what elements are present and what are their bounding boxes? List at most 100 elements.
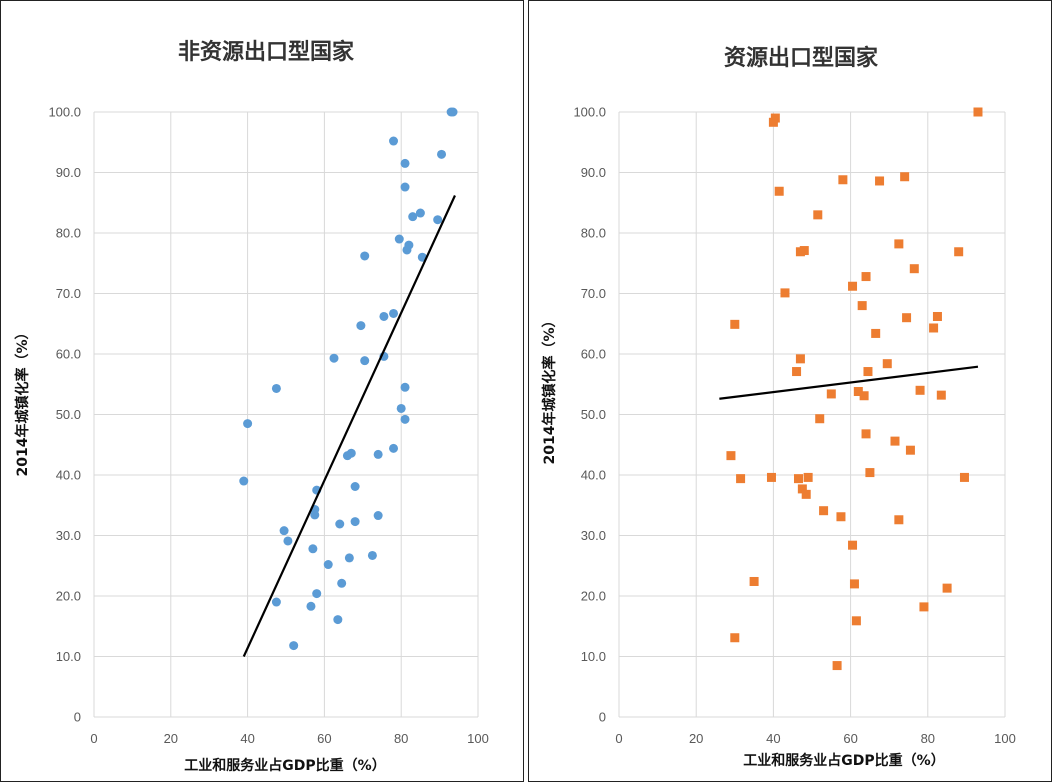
- data-point: [826, 389, 836, 399]
- data-point: [344, 553, 354, 563]
- data-point: [736, 474, 746, 484]
- y-tick-label: 90.0: [581, 165, 606, 180]
- data-point: [730, 319, 740, 329]
- data-point: [271, 597, 281, 607]
- x-tick-label: 80: [394, 731, 408, 746]
- y-tick-label: 100.0: [48, 105, 81, 120]
- data-point: [389, 443, 399, 453]
- data-point: [863, 367, 873, 377]
- data-point: [356, 321, 366, 331]
- data-point: [780, 288, 790, 298]
- x-tick-label: 60: [317, 731, 331, 746]
- x-tick-label: 0: [615, 731, 622, 746]
- trendline: [242, 195, 456, 657]
- data-point: [400, 382, 410, 392]
- chart-title: 非资源出口型国家: [178, 39, 355, 65]
- y-tick-label: 90.0: [56, 165, 81, 180]
- data-point: [367, 550, 377, 560]
- data-point: [415, 208, 425, 218]
- data-point: [929, 323, 939, 333]
- data-point: [838, 175, 848, 185]
- data-point: [915, 385, 925, 395]
- y-tick-label: 40.0: [581, 468, 606, 483]
- data-point: [333, 615, 343, 625]
- data-point: [283, 536, 293, 546]
- scatter-chart-non-resource: 非资源出口型国家 0 10.0 20.0 30.0 40.0 50.0 60.0 70.0 80.…: [14, 39, 489, 774]
- data-point: [859, 391, 869, 401]
- x-tick-label: 40: [766, 731, 780, 746]
- chart-panel-non-resource: 非资源出口型国家 0 10.0 20.0 30.0 40.0 50.0 60.0 70.0 80.…: [0, 0, 524, 782]
- gridlines: [93, 111, 479, 718]
- data-point: [400, 158, 410, 168]
- data-point: [890, 436, 900, 446]
- y-tick-label: 50.0: [56, 407, 81, 422]
- data-point: [768, 117, 778, 127]
- data-point: [851, 616, 861, 626]
- data-point: [801, 489, 811, 499]
- x-tick-label: 20: [689, 731, 703, 746]
- scatter-chart-resource: 资源出口型国家 0 10.0 20.0 30.0 40.0 50.0 60.0 70.0 80.0…: [541, 45, 1016, 769]
- data-point: [289, 641, 299, 651]
- data-point: [730, 633, 740, 643]
- data-point: [308, 544, 318, 554]
- x-tick-label: 0: [90, 731, 97, 746]
- y-tick-label: 50.0: [581, 407, 606, 422]
- data-point: [894, 515, 904, 525]
- data-point: [408, 212, 418, 222]
- y-tick-label: 20.0: [56, 589, 81, 604]
- data-point: [900, 172, 910, 182]
- data-point: [400, 414, 410, 424]
- y-tick-label: 70.0: [56, 286, 81, 301]
- data-point: [819, 506, 829, 516]
- data-point: [239, 476, 249, 486]
- data-point: [396, 403, 406, 413]
- y-tick-label: 60.0: [581, 347, 606, 362]
- data-point: [749, 576, 759, 586]
- data-point: [766, 472, 776, 482]
- data-point: [848, 540, 858, 550]
- y-tick-label: 30.0: [581, 528, 606, 543]
- x-tick-label: 20: [164, 731, 178, 746]
- data-point: [312, 589, 322, 599]
- data-point: [400, 182, 410, 192]
- y-tick-label: 0: [74, 710, 81, 725]
- data-point: [360, 251, 370, 261]
- x-tick-label: 100: [994, 731, 1016, 746]
- y-tick-label: 0: [599, 710, 606, 725]
- data-point: [792, 367, 802, 377]
- data-point: [857, 301, 867, 311]
- data-point: [373, 449, 383, 459]
- data-point: [379, 311, 389, 321]
- data-series: [239, 107, 458, 651]
- y-tick-label: 100.0: [573, 105, 606, 120]
- data-point: [875, 176, 885, 186]
- data-point: [793, 474, 803, 484]
- data-point: [337, 578, 347, 588]
- data-point: [394, 234, 404, 244]
- data-point: [932, 311, 942, 321]
- data-point: [865, 468, 875, 478]
- data-point: [815, 414, 825, 424]
- y-tick-label: 40.0: [56, 468, 81, 483]
- data-point: [894, 239, 904, 249]
- data-point: [243, 419, 253, 429]
- y-tick-label: 10.0: [56, 649, 81, 664]
- x-tick-label: 100: [467, 731, 489, 746]
- data-point: [306, 601, 316, 611]
- data-point: [795, 247, 805, 257]
- y-tick-label: 10.0: [581, 649, 606, 664]
- data-point: [849, 579, 859, 589]
- data-point: [350, 517, 360, 527]
- y-axis-label: 2014年城镇化率（%）: [541, 314, 558, 465]
- data-point: [882, 359, 892, 369]
- y-tick-label: 80.0: [581, 226, 606, 241]
- data-point: [942, 583, 952, 593]
- data-point: [973, 107, 983, 117]
- data-point: [389, 308, 399, 318]
- data-point: [726, 451, 736, 461]
- data-point: [335, 519, 345, 529]
- data-point: [954, 247, 964, 257]
- data-point: [959, 472, 969, 482]
- chart-panel-resource: 资源出口型国家 0 10.0 20.0 30.0 40.0 50.0 60.0 70.0 80.0…: [528, 0, 1052, 782]
- chart-title: 资源出口型国家: [724, 45, 879, 71]
